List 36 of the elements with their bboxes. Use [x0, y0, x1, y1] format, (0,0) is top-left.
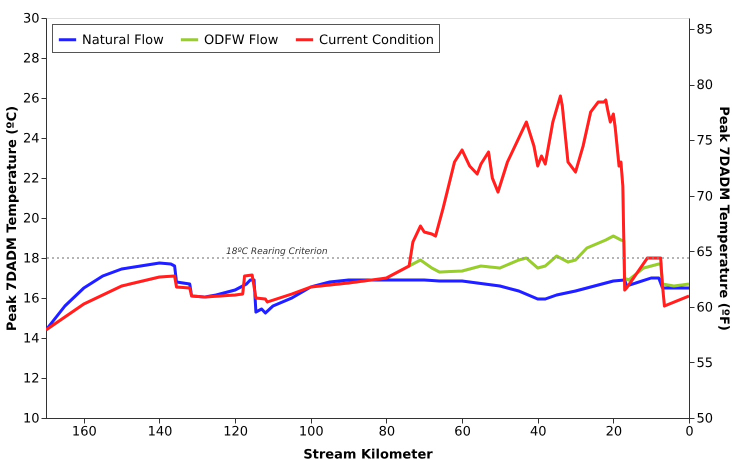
y2-tick-label: 50	[696, 412, 714, 426]
legend-label: Current Condition	[319, 32, 434, 48]
y-tick-label: 20	[22, 212, 40, 226]
y-tick-label: 26	[22, 92, 40, 106]
line-series	[46, 94, 689, 332]
y-tick-label: 14	[22, 332, 40, 346]
y-axis-title: Peak 7DADM Temperature (ºC)	[4, 106, 20, 332]
y2-tick-label: 70	[696, 189, 714, 204]
x-tick-label: 80	[378, 424, 396, 440]
x-tick-label: 20	[606, 424, 622, 440]
x-axis-title: Stream Kilometer	[303, 448, 434, 462]
y-tick-label: 24	[22, 132, 40, 146]
y2-tick-label: 75	[696, 134, 714, 149]
y-tick-label: 12	[22, 372, 40, 386]
x-tick-label: 120	[223, 424, 248, 440]
x-tick-label: 160	[72, 424, 97, 440]
x-tick-label: 60	[454, 424, 471, 440]
y2-tick-label: 85	[696, 22, 714, 38]
y-tick-label: 10	[22, 412, 40, 426]
y2-axis-title: Peak 7DADM Temperature (ºF)	[716, 106, 732, 331]
x-tick-label: 0	[685, 424, 694, 440]
y-tick-label: 16	[22, 292, 40, 306]
y-tick-label: 28	[22, 52, 40, 66]
y2-tick-label: 60	[696, 300, 714, 316]
x-tick-label: 140	[148, 424, 172, 440]
ref-line-label: 18ºC Rearing Criterion	[226, 247, 328, 257]
x-tick-label: 40	[530, 424, 546, 440]
y-tick-label: 18	[22, 252, 40, 266]
y2-tick-label: 55	[696, 356, 714, 371]
y2-tick-label: 80	[696, 78, 714, 94]
y-tick-label: 22	[22, 172, 40, 186]
legend-label: Natural Flow	[82, 32, 164, 48]
x-tick-label: 100	[298, 424, 324, 440]
legend-label: ODFW Flow	[204, 32, 279, 48]
y-tick-label: 30	[22, 12, 40, 26]
y2-tick-label: 65	[696, 244, 714, 260]
